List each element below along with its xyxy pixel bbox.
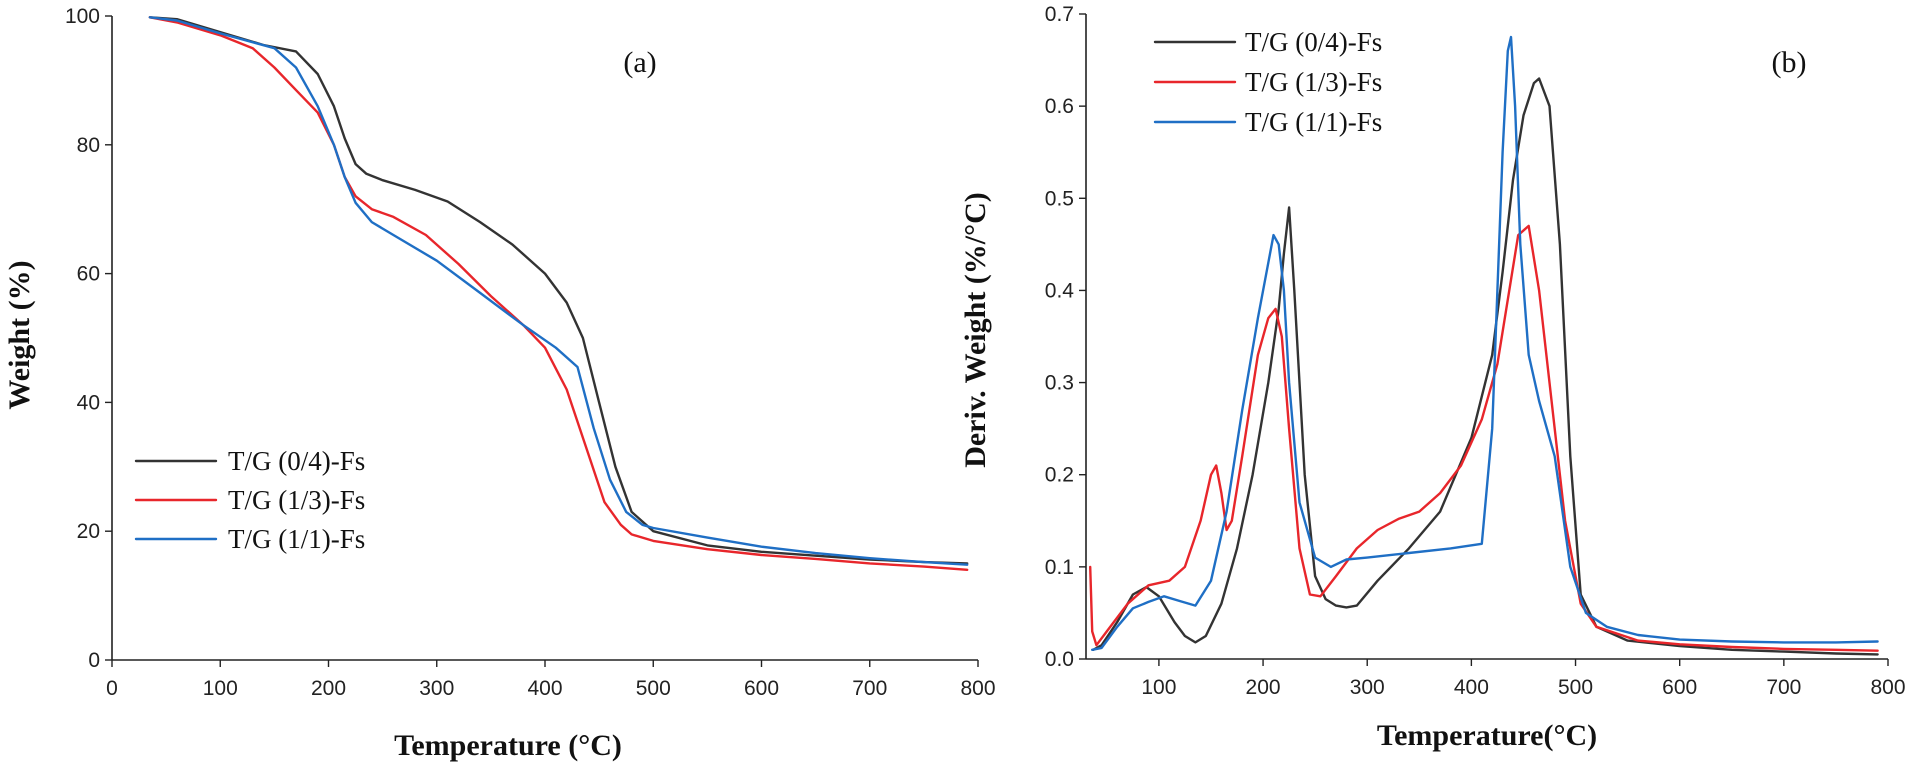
- panel-a-series-line-3: [148, 16, 969, 566]
- panel-a-weight-chart: 0 100 200 300 400 500 600 700 800 0 20 40 60 80 100 (a…: [3, 5, 996, 762]
- panel-b-legend: T/G (0/4)-Fs T/G (1/3)-Fs T/G (1/1)-Fs: [1153, 27, 1382, 137]
- panel-b-x-tick-label: 400: [1454, 676, 1489, 699]
- panel-a-series: [148, 16, 969, 571]
- legend-label-series-1: T/G (0/4)-Fs: [1245, 27, 1382, 57]
- panel-a-axes: 0 100 200 300 400 500 600 700 800 0 20 40 60 80 100: [65, 5, 996, 700]
- panel-a-x-tick-label: 100: [203, 677, 238, 700]
- panel-a-x-tick-label: 200: [311, 677, 346, 700]
- legend-label-series-3: T/G (1/1)-Fs: [228, 524, 365, 554]
- panel-a-y-tick-label: 20: [77, 520, 100, 543]
- panel-a-y-tick-label: 0: [88, 649, 100, 672]
- panel-a-y-tick-label: 100: [65, 5, 100, 28]
- panel-a-series-line-1: [148, 16, 969, 565]
- panel-a-legend: T/G (0/4)-Fs T/G (1/3)-Fs T/G (1/1)-Fs: [134, 446, 365, 554]
- panel-b-series: [1089, 35, 1879, 656]
- panel-b-label: (b): [1772, 46, 1807, 79]
- panel-a-x-tick-label: 800: [960, 677, 995, 700]
- panel-b-axes: 100 200 300 400 500 600 700 800 0.0 0.1 0.2 0.3 0.4 0…: [1045, 3, 1906, 699]
- panel-b-x-tick-label: 300: [1350, 676, 1385, 699]
- panel-a-x-tick-label: 400: [527, 677, 562, 700]
- panel-a-y-tick-label: 60: [77, 263, 100, 286]
- legend-label-series-3: T/G (1/1)-Fs: [1245, 107, 1382, 137]
- panel-a-x-tick-label: 500: [636, 677, 671, 700]
- panel-b-y-tick-label: 0.0: [1045, 648, 1074, 671]
- panel-a-y-tick-label: 80: [77, 134, 100, 157]
- panel-b-derivative-chart: 100 200 300 400 500 600 700 800 0.0 0.1 0.2 0.3 0.4 0…: [959, 3, 1906, 752]
- panel-b-y-tick-label: 0.7: [1045, 3, 1074, 26]
- legend-label-series-2: T/G (1/3)-Fs: [228, 485, 365, 515]
- panel-b-y-tick-label: 0.4: [1045, 279, 1075, 302]
- panel-b-series-line-2: [1089, 224, 1879, 652]
- panel-a-x-axis-title: Temperature (°C): [394, 729, 622, 762]
- panel-a-y-tick-label: 40: [77, 391, 100, 414]
- panel-b-x-axis-title: Temperature(°C): [1377, 719, 1597, 752]
- panel-a-x-tick-label: 600: [744, 677, 779, 700]
- panel-b-x-tick-label: 700: [1766, 676, 1801, 699]
- panel-b-y-tick-label: 0.3: [1045, 372, 1074, 395]
- panel-a-x-tick-label: 300: [419, 677, 454, 700]
- panel-b-y-axis-title: Deriv. Weight (%/°C): [959, 192, 992, 468]
- panel-b-series-line-3: [1091, 35, 1879, 651]
- panel-b-x-tick-label: 100: [1141, 676, 1176, 699]
- legend-label-series-1: T/G (0/4)-Fs: [228, 446, 365, 476]
- panel-a-x-tick-label: 0: [106, 677, 118, 700]
- panel-b-x-tick-label: 500: [1558, 676, 1593, 699]
- panel-a-y-axis-title: Weight (%): [3, 260, 36, 409]
- panel-a-label: (a): [623, 46, 656, 79]
- panel-b-y-tick-label: 0.2: [1045, 464, 1074, 487]
- legend-label-series-2: T/G (1/3)-Fs: [1245, 67, 1382, 97]
- panel-b-x-tick-label: 200: [1246, 676, 1281, 699]
- panel-b-x-tick-label: 600: [1662, 676, 1697, 699]
- panel-b-y-tick-label: 0.6: [1045, 95, 1074, 118]
- panel-a-x-tick-label: 700: [852, 677, 887, 700]
- panel-a-series-line-2: [148, 16, 969, 571]
- panel-b-series-line-1: [1092, 77, 1879, 656]
- panel-b-y-tick-label: 0.5: [1045, 187, 1074, 210]
- panel-b-y-tick-label: 0.1: [1045, 556, 1074, 579]
- panel-b-x-tick-label: 800: [1870, 676, 1905, 699]
